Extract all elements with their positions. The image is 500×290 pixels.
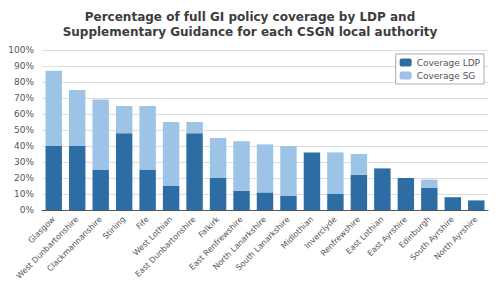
svg-text:East Lothian: East Lothian — [344, 214, 386, 257]
svg-text:West Dunbartonshire: West Dunbartonshire — [14, 214, 81, 281]
svg-text:30%: 30% — [14, 157, 34, 167]
svg-text:Stirling: Stirling — [101, 215, 127, 241]
svg-text:Clackmannanshire: Clackmannanshire — [45, 215, 104, 274]
svg-text:Percentage of full GI policy c: Percentage of full GI policy coverage by… — [85, 10, 416, 24]
svg-text:Inverclyde: Inverclyde — [302, 214, 339, 251]
svg-text:Fife: Fife — [135, 215, 151, 231]
svg-text:East Dunbartonshire: East Dunbartonshire — [134, 215, 198, 279]
svg-text:Falkirk: Falkirk — [196, 214, 222, 240]
svg-text:West Lothian: West Lothian — [131, 215, 174, 258]
svg-text:50%: 50% — [14, 125, 34, 135]
svg-text:70%: 70% — [14, 93, 34, 103]
svg-text:60%: 60% — [14, 109, 34, 119]
svg-text:40%: 40% — [14, 141, 34, 151]
svg-text:Coverage LDP: Coverage LDP — [417, 58, 481, 68]
svg-text:10%: 10% — [14, 189, 34, 199]
svg-text:North Lanarkshire: North Lanarkshire — [211, 214, 269, 272]
svg-text:80%: 80% — [14, 77, 34, 87]
svg-text:100%: 100% — [8, 45, 34, 55]
svg-text:20%: 20% — [14, 173, 34, 183]
svg-text:Renfrewshire: Renfrewshire — [319, 215, 362, 258]
svg-text:Supplementary Guidance for eac: Supplementary Guidance for each CSGN loc… — [63, 25, 438, 39]
svg-text:South Ayrshire: South Ayrshire — [408, 214, 456, 263]
svg-text:Edinburgh: Edinburgh — [397, 214, 433, 250]
svg-text:North Ayrshire: North Ayrshire — [433, 215, 480, 262]
svg-text:90%: 90% — [14, 61, 34, 71]
svg-text:Glasgow: Glasgow — [26, 214, 57, 246]
svg-text:Midlothian: Midlothian — [279, 214, 316, 251]
svg-text:South Lanarkshire: South Lanarkshire — [234, 214, 292, 273]
svg-text:East Ayrshire: East Ayrshire — [366, 215, 409, 258]
svg-text:East Renfrewshire: East Renfrewshire — [187, 214, 245, 272]
svg-text:0%: 0% — [20, 205, 35, 215]
svg-text:Coverage SG: Coverage SG — [417, 71, 476, 81]
